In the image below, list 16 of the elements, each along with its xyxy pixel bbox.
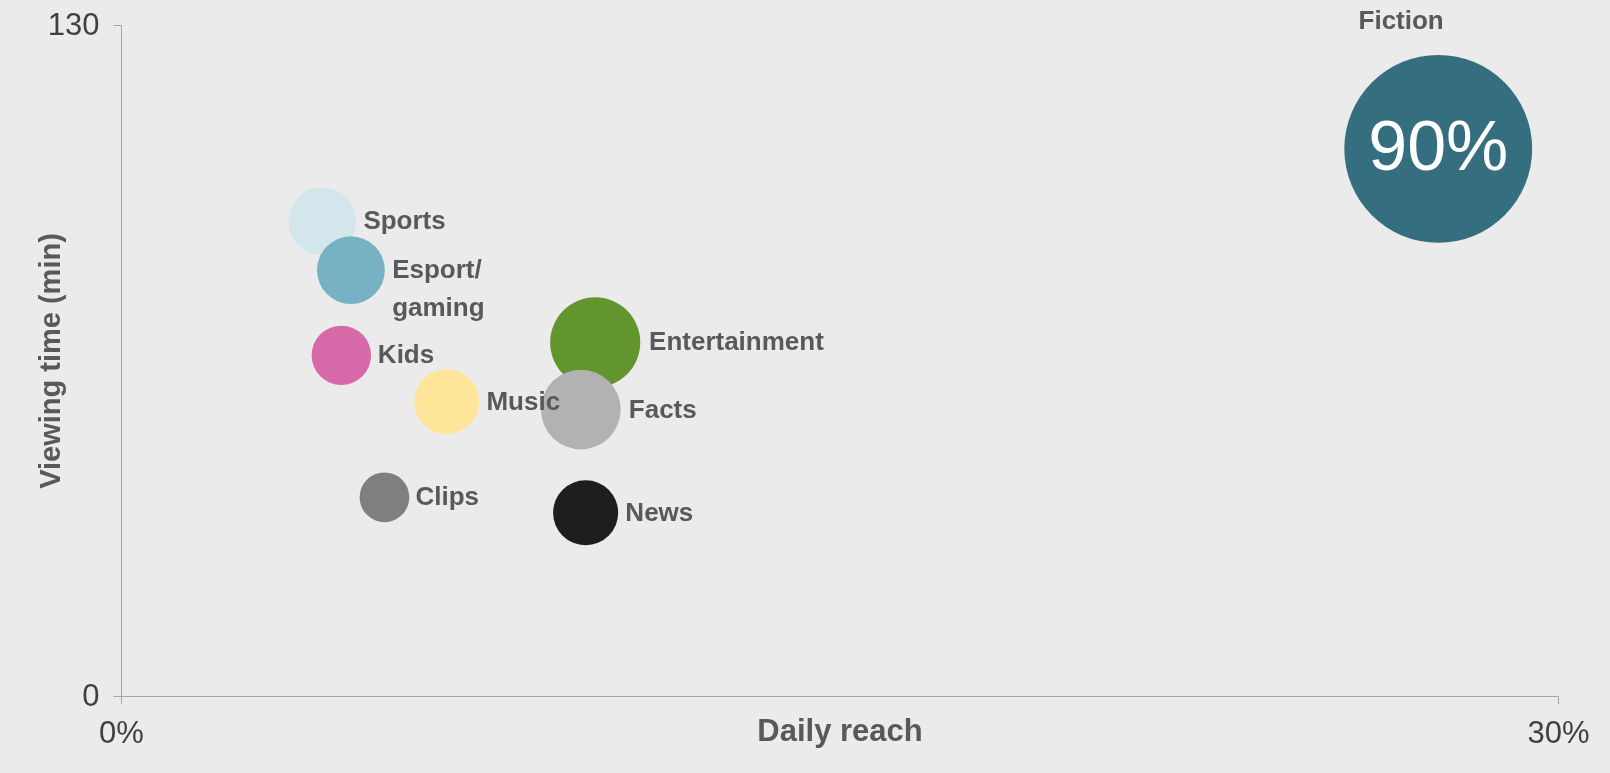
series-label: Fiction bbox=[1358, 4, 1444, 35]
series-label: Sports bbox=[363, 205, 446, 236]
x-axis-title: Daily reach bbox=[757, 712, 923, 748]
series-label: Entertainment bbox=[649, 326, 825, 357]
x-tick-label: 0% bbox=[99, 714, 144, 750]
series-label: Kids bbox=[377, 339, 435, 370]
x-tick-label: 30% bbox=[1527, 714, 1590, 750]
series-label: News bbox=[625, 496, 694, 527]
y-tick-label: 0 bbox=[82, 677, 100, 713]
series-label: Facts bbox=[628, 393, 697, 424]
series-label: Clips bbox=[415, 481, 480, 512]
series-label: Music bbox=[486, 385, 561, 416]
annotation: 90% bbox=[1368, 106, 1509, 185]
y-axis-title: Viewing time (min) bbox=[33, 233, 66, 489]
series-label: Esport/ gaming bbox=[392, 254, 485, 323]
y-tick-label: 130 bbox=[47, 6, 100, 42]
